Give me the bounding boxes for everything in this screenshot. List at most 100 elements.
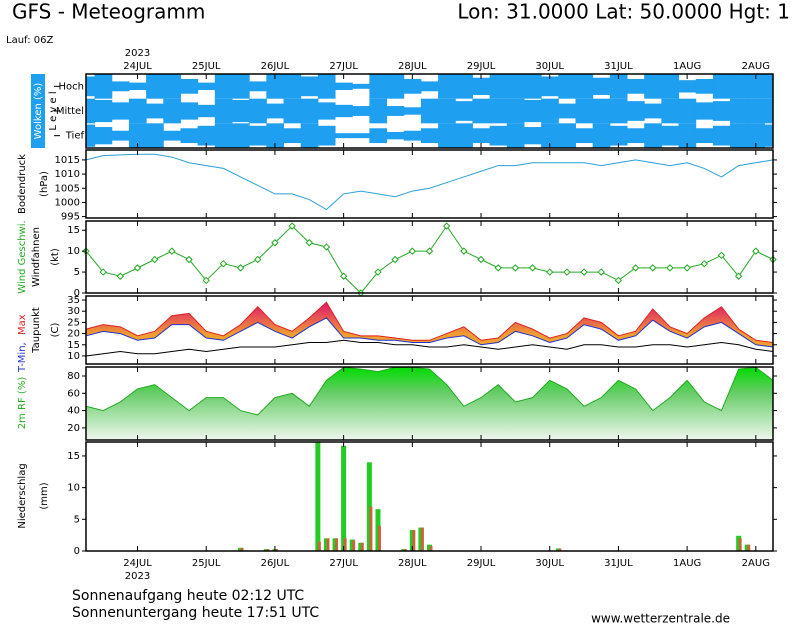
cloud-cell bbox=[455, 101, 473, 121]
x-tick-label: 24JUL bbox=[123, 558, 152, 569]
cloud-cell bbox=[249, 125, 267, 146]
x-tick-label: 31JUL bbox=[604, 61, 633, 72]
y-tick-label: 10 bbox=[67, 351, 80, 362]
panel-frame bbox=[85, 73, 774, 149]
bar bbox=[369, 506, 373, 551]
cloud-cell bbox=[86, 98, 96, 124]
y-axis-label: (C) bbox=[50, 323, 61, 338]
marker bbox=[168, 247, 176, 255]
y-tick-label: 1005 bbox=[55, 183, 80, 194]
cloud-cell bbox=[317, 102, 336, 120]
y-tick-label: 15 bbox=[67, 225, 80, 236]
cloud-cell bbox=[266, 74, 285, 99]
y-tick-label: 15 bbox=[67, 451, 80, 462]
bar bbox=[341, 445, 347, 551]
cloud-cell bbox=[386, 131, 405, 140]
sunrise: Sonnenaufgang heute 02:12 UTC bbox=[72, 588, 304, 604]
x-tick-label: 26JUL bbox=[261, 61, 290, 72]
bar bbox=[352, 540, 356, 551]
y-tick-label: 5 bbox=[74, 267, 80, 278]
source: www.wetterzentrale.de bbox=[591, 612, 730, 626]
cloud-cell bbox=[747, 74, 765, 99]
x-tick-label: 28JUL bbox=[398, 558, 427, 569]
cloud-cell bbox=[541, 123, 559, 148]
line bbox=[85, 317, 774, 348]
bar bbox=[266, 549, 270, 551]
cloud-cell bbox=[575, 98, 594, 124]
cloud-cell bbox=[730, 74, 748, 99]
marker bbox=[133, 264, 142, 272]
cloud-cell bbox=[627, 78, 645, 94]
y-axis-label: (hPa) bbox=[39, 171, 50, 197]
marker bbox=[563, 268, 571, 276]
x-tick-label: 25JUL bbox=[192, 61, 221, 72]
sunset: Sonnenuntergang heute 17:51 UTC bbox=[72, 605, 319, 621]
marker bbox=[288, 222, 296, 230]
cloud-cell bbox=[283, 98, 302, 124]
cloud-cell bbox=[712, 101, 731, 121]
cloud-cell bbox=[438, 74, 456, 99]
cloud-cell bbox=[180, 128, 199, 144]
cloud-cell bbox=[661, 74, 680, 99]
cloud-cell bbox=[163, 74, 181, 99]
marker bbox=[150, 255, 159, 264]
marker bbox=[99, 268, 107, 276]
cloud-cell bbox=[678, 80, 697, 93]
cloud-cell bbox=[541, 76, 559, 97]
cloud-cell bbox=[111, 102, 130, 120]
cloud-cell bbox=[661, 125, 680, 146]
bar bbox=[403, 549, 407, 551]
cloud-cell bbox=[420, 128, 439, 144]
cloud-cell bbox=[764, 124, 773, 147]
temp-band bbox=[86, 302, 773, 347]
cloud-cell bbox=[369, 74, 388, 99]
cloud-cell bbox=[506, 98, 525, 124]
cloud-cell bbox=[747, 98, 765, 124]
cloud-cell bbox=[386, 106, 405, 116]
cloud-cell bbox=[644, 103, 662, 119]
x-tick-label: 30JUL bbox=[535, 61, 564, 72]
marker bbox=[683, 264, 691, 272]
cloud-cell bbox=[128, 98, 147, 124]
line bbox=[85, 339, 774, 357]
y-tick-label: 60 bbox=[67, 388, 80, 399]
cloud-cell bbox=[712, 125, 731, 146]
cloud-cell bbox=[335, 82, 353, 91]
marker bbox=[511, 264, 520, 272]
bar bbox=[412, 530, 416, 551]
cloud-cell bbox=[695, 102, 714, 120]
cloud-label-bg bbox=[31, 74, 45, 148]
cloud-cell bbox=[403, 107, 422, 115]
cloud-cell bbox=[128, 82, 147, 91]
bar bbox=[326, 538, 330, 551]
area bbox=[85, 366, 774, 441]
cloud-cell bbox=[472, 77, 491, 95]
panel-frame bbox=[85, 295, 774, 365]
cloud-cell bbox=[266, 123, 285, 148]
cloud-cell bbox=[609, 74, 628, 99]
marker bbox=[460, 247, 468, 255]
bar bbox=[558, 548, 562, 551]
marker bbox=[442, 222, 451, 230]
cloud-cell bbox=[558, 103, 576, 119]
cloud-cell bbox=[352, 133, 370, 139]
cloud-cell bbox=[558, 74, 576, 99]
cloud-cell bbox=[386, 74, 405, 99]
cloud-cell bbox=[455, 74, 473, 99]
y-tick-label: 15 bbox=[67, 340, 80, 351]
marker bbox=[254, 255, 262, 264]
marker bbox=[734, 272, 743, 280]
marker bbox=[236, 264, 245, 272]
bar bbox=[274, 549, 278, 551]
marker bbox=[597, 268, 605, 276]
bar bbox=[377, 525, 381, 551]
cloud-cell bbox=[609, 125, 628, 146]
y-tick-label: 20 bbox=[67, 329, 80, 340]
cloud-cell bbox=[438, 123, 456, 148]
marker bbox=[752, 247, 760, 255]
cloud-cell bbox=[403, 130, 422, 141]
cloud-cell bbox=[197, 82, 216, 91]
marker bbox=[614, 276, 623, 285]
marker bbox=[391, 255, 399, 264]
